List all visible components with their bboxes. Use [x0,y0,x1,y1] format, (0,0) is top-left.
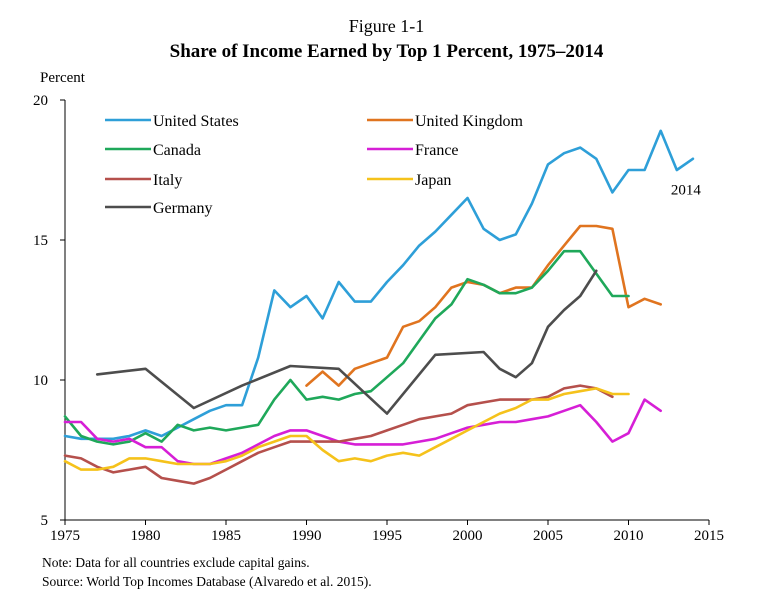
legend-label-united-states: United States [153,113,239,130]
figure-label: Figure 1-1 [348,16,425,36]
annotation-label: 2014 [671,183,702,199]
y-tick-label: 20 [33,93,48,109]
x-tick-label: 2000 [453,528,483,544]
series-line-canada [63,249,630,446]
legend-label-united-kingdom: United Kingdom [415,113,524,130]
note-line: Note: Data for all countries exclude cap… [42,555,310,570]
chart-title: Share of Income Earned by Top 1 Percent,… [169,41,604,62]
x-tick-label: 1990 [292,528,322,544]
x-tick-label: 1975 [50,528,80,544]
legend-label-canada: Canada [153,142,201,159]
x-tick-label: 2005 [533,528,563,544]
x-tick-label: 2010 [614,528,644,544]
series-line-germany [95,269,598,415]
series-line-italy [63,384,614,485]
y-tick-label: 10 [33,373,48,389]
legend-label-japan: Japan [415,172,451,189]
legend-label-italy: Italy [153,172,182,189]
x-tick-label: 1995 [372,528,402,544]
legend-label-germany: Germany [153,200,213,217]
y-axis-label: Percent [40,70,86,86]
y-tick-label: 15 [33,233,48,249]
series-line-france [63,398,663,466]
x-tick-label: 2015 [694,528,724,544]
source-line: Source: World Top Incomes Database (Alva… [42,574,372,589]
x-tick-label: 1980 [131,528,161,544]
y-tick-label: 5 [41,513,49,529]
series-line-japan [63,387,630,471]
series-line-united-kingdom [305,224,663,387]
legend-label-france: France [415,142,459,159]
chart-notes: Note: Data for all countries exclude cap… [42,553,372,591]
x-tick-label: 1985 [211,528,241,544]
